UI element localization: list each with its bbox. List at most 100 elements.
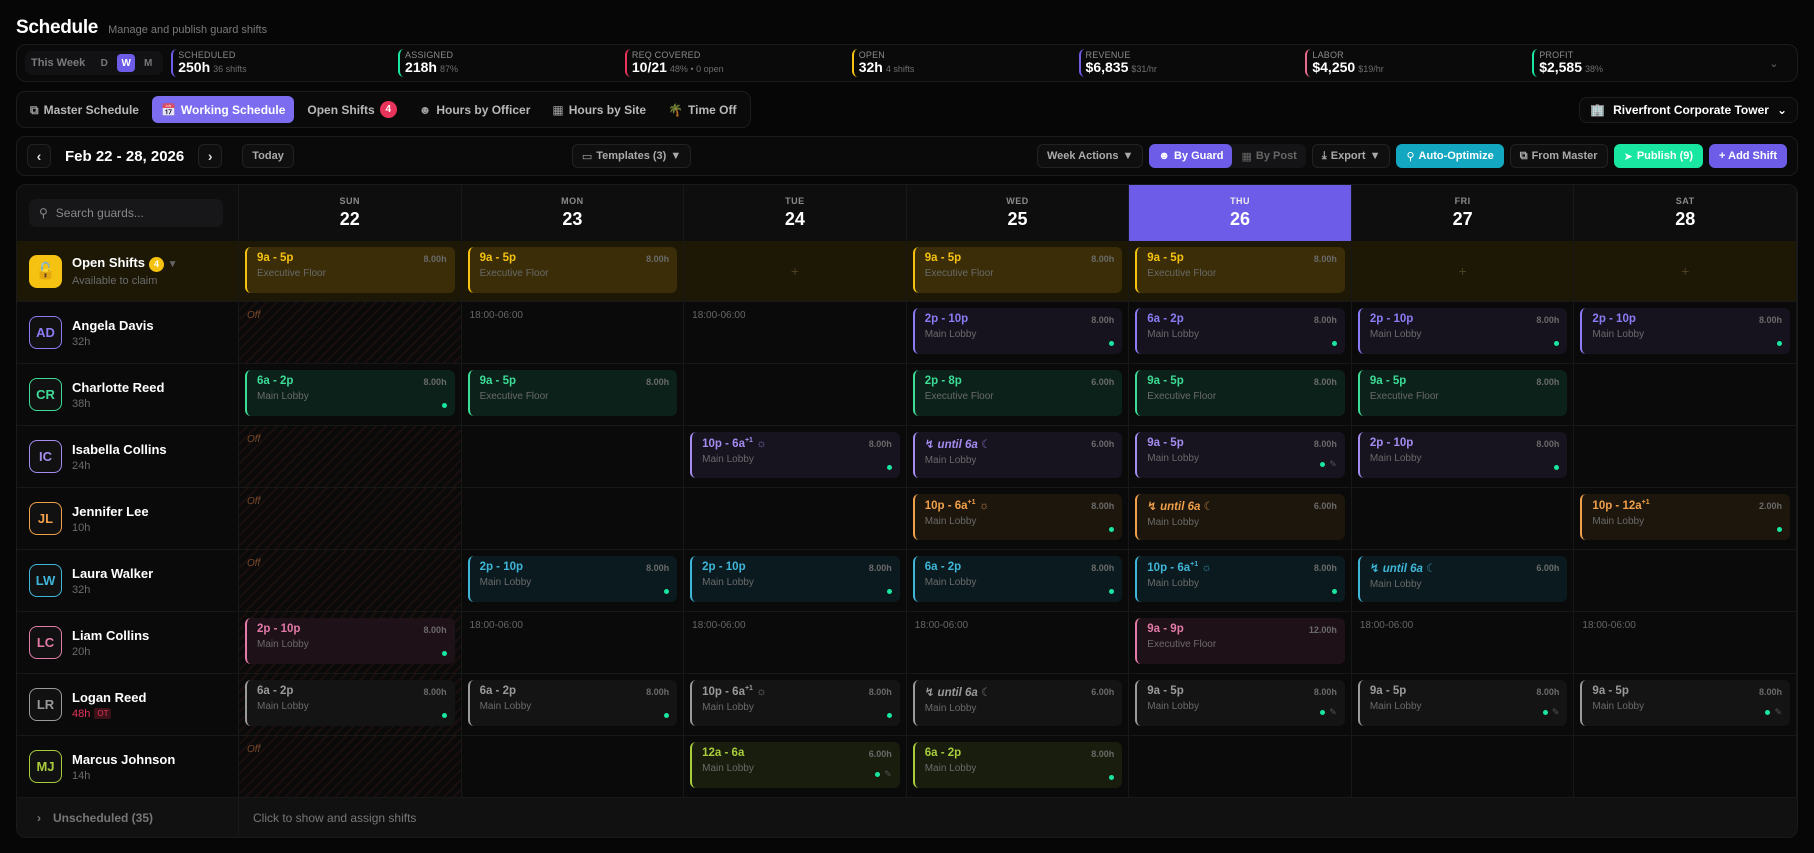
guard-info[interactable]: AD Angela Davis 32h [17,302,239,363]
schedule-cell[interactable]: 9a - 5p 8.00h Main Lobby ✎ [1352,674,1575,735]
schedule-cell[interactable]: 2p - 10p 8.00h Main Lobby [239,612,462,673]
schedule-cell[interactable]: Off [239,550,462,611]
schedule-cell[interactable]: 2p - 10p 8.00h Main Lobby [1574,302,1797,363]
schedule-cell[interactable]: 12a - 6a 6.00h Main Lobby ✎ [684,736,907,797]
open-shift-cell[interactable]: 9a - 5p 8.00h Executive Floor [1129,241,1352,301]
guard-info[interactable]: JL Jennifer Lee 10h [17,488,239,549]
shift-card[interactable]: 9a - 5p 8.00h Main Lobby ✎ [1580,680,1790,726]
schedule-cell[interactable]: 10p - 6a+1 ☼ 8.00h Main Lobby [907,488,1130,549]
schedule-cell[interactable]: 18:00-06:00 [462,612,685,673]
schedule-cell[interactable]: 6a - 2p 8.00h Main Lobby [239,674,462,735]
shift-card[interactable]: 2p - 10p 8.00h Main Lobby [1357,308,1568,354]
day-header-thu[interactable]: THU 26 [1129,185,1352,241]
open-shift-card[interactable]: 9a - 5p 8.00h Executive Floor [467,247,678,293]
range-week[interactable]: W [117,54,136,72]
schedule-cell[interactable]: 9a - 5p 8.00h Executive Floor [1129,364,1352,425]
open-shift-cell[interactable]: 9a - 5p 8.00h Executive Floor [239,241,462,301]
schedule-cell[interactable]: 9a - 5p 8.00h Main Lobby ✎ [1574,674,1797,735]
by-guard-button[interactable]: ☻ By Guard [1149,144,1233,168]
guard-info[interactable]: IC Isabella Collins 24h [17,426,239,487]
schedule-cell[interactable]: Off [239,426,462,487]
schedule-cell[interactable]: 10p - 6a+1 ☼ 8.00h Main Lobby [684,426,907,487]
schedule-cell[interactable] [462,736,685,797]
shift-card[interactable]: ↯ until 6a ☾ 6.00h Main Lobby [1135,494,1345,540]
week-actions-button[interactable]: Week Actions ▼ [1036,144,1144,168]
tab-open-shifts[interactable]: Open Shifts 4 [298,96,405,123]
shift-card[interactable]: 2p - 10p 8.00h Main Lobby [912,308,1123,354]
schedule-cell[interactable]: 18:00-06:00 [684,612,907,673]
add-shift-button[interactable]: + Add Shift [1709,144,1787,168]
schedule-cell[interactable]: 18:00-06:00 [907,612,1130,673]
edit-icon[interactable]: ✎ [1329,707,1337,717]
chevron-down-icon[interactable]: ⌄ [1769,57,1779,70]
open-shift-cell[interactable]: + [1574,241,1797,301]
auto-optimize-button[interactable]: ⚲ Auto-Optimize [1396,144,1504,168]
shift-card[interactable]: 12a - 6a 6.00h Main Lobby ✎ [690,742,900,788]
day-header-sun[interactable]: SUN 22 [239,185,462,241]
open-shift-cell[interactable]: 9a - 5p 8.00h Executive Floor [462,241,685,301]
schedule-cell[interactable]: Off [239,736,462,797]
schedule-cell[interactable] [1574,364,1797,425]
site-selector[interactable]: 🏢 Riverfront Corporate Tower ⌄ [1579,96,1798,123]
open-shift-card[interactable]: 9a - 5p 8.00h Executive Floor [1135,247,1345,293]
shift-card[interactable]: 9a - 9p 12.00h Executive Floor [1135,618,1345,664]
schedule-cell[interactable]: 9a - 9p 12.00h Executive Floor [1129,612,1352,673]
shift-card[interactable]: 9a - 5p 8.00h Main Lobby ✎ [1357,680,1568,726]
schedule-cell[interactable]: ↯ until 6a ☾ 6.00h Main Lobby [1352,550,1575,611]
open-shift-card[interactable]: 9a - 5p 8.00h Executive Floor [912,247,1123,293]
shift-card[interactable]: 2p - 10p 8.00h Main Lobby [467,556,678,602]
schedule-cell[interactable] [684,488,907,549]
shift-card[interactable]: 9a - 5p 8.00h Executive Floor [1357,370,1568,416]
schedule-cell[interactable]: 2p - 10p 8.00h Main Lobby [1352,302,1575,363]
schedule-cell[interactable]: 2p - 10p 8.00h Main Lobby [684,550,907,611]
schedule-cell[interactable] [462,426,685,487]
prev-week-button[interactable]: ‹ [27,144,51,168]
schedule-cell[interactable] [1352,488,1575,549]
shift-card[interactable]: 9a - 5p 8.00h Main Lobby ✎ [1135,680,1345,726]
publish-button[interactable]: ➤ Publish (9) [1613,144,1704,168]
edit-icon[interactable]: ✎ [1329,459,1337,469]
open-shift-cell[interactable]: + [1352,241,1575,301]
shift-card[interactable]: 9a - 5p 8.00h Main Lobby ✎ [1135,432,1345,478]
guard-info[interactable]: LC Liam Collins 20h [17,612,239,673]
guard-info[interactable]: CR Charlotte Reed 38h [17,364,239,425]
by-post-button[interactable]: ▦ By Post [1241,150,1297,163]
tab-working-schedule[interactable]: 📅 Working Schedule [151,96,295,123]
open-shift-cell[interactable]: + [684,241,907,301]
export-button[interactable]: ⤓ Export ▼ [1311,144,1391,168]
edit-icon[interactable]: ✎ [1774,707,1782,717]
schedule-cell[interactable] [1129,736,1352,797]
schedule-cell[interactable]: Off [239,302,462,363]
guard-info[interactable]: MJ Marcus Johnson 14h [17,736,239,797]
day-header-fri[interactable]: FRI 27 [1352,185,1575,241]
shift-card[interactable]: 2p - 8p 6.00h Executive Floor [912,370,1123,416]
today-button[interactable]: Today [242,144,294,168]
day-header-mon[interactable]: MON 23 [462,185,685,241]
shift-card[interactable]: 2p - 10p 8.00h Main Lobby [1580,308,1790,354]
day-header-wed[interactable]: WED 25 [907,185,1130,241]
edit-icon[interactable]: ✎ [884,769,892,779]
schedule-cell[interactable] [1574,426,1797,487]
schedule-cell[interactable]: 2p - 10p 8.00h Main Lobby [907,302,1130,363]
tab-hours-by-site[interactable]: ▦ Hours by Site [552,102,647,117]
schedule-cell[interactable]: ↯ until 6a ☾ 6.00h Main Lobby [907,426,1130,487]
templates-button[interactable]: ▭ Templates (3) ▼ [571,144,692,168]
schedule-cell[interactable]: 6a - 2p 8.00h Main Lobby [907,550,1130,611]
shift-card[interactable]: 10p - 6a+1 ☼ 8.00h Main Lobby [690,680,900,726]
shift-card[interactable]: 6a - 2p 8.00h Main Lobby [912,556,1123,602]
schedule-cell[interactable]: 10p - 6a+1 ☼ 8.00h Main Lobby [1129,550,1352,611]
from-master-button[interactable]: ⧉ From Master [1509,144,1608,168]
schedule-cell[interactable]: Off [239,488,462,549]
schedule-cell[interactable]: 6a - 2p 8.00h Main Lobby [239,364,462,425]
schedule-cell[interactable] [1574,736,1797,797]
caret-down-icon[interactable]: ▼ [167,259,178,271]
schedule-cell[interactable] [684,364,907,425]
schedule-cell[interactable]: 10p - 6a+1 ☼ 8.00h Main Lobby [684,674,907,735]
schedule-cell[interactable]: 6a - 2p 8.00h Main Lobby [462,674,685,735]
schedule-cell[interactable]: 2p - 10p 8.00h Main Lobby [462,550,685,611]
guard-info[interactable]: LR Logan Reed 48h OT [17,674,239,735]
tab-hours-by-officer[interactable]: ☻ Hours by Officer [418,102,531,117]
shift-card[interactable]: 10p - 6a+1 ☼ 8.00h Main Lobby [690,432,900,478]
schedule-cell[interactable]: 18:00-06:00 [1574,612,1797,673]
schedule-cell[interactable]: 9a - 5p 8.00h Executive Floor [462,364,685,425]
